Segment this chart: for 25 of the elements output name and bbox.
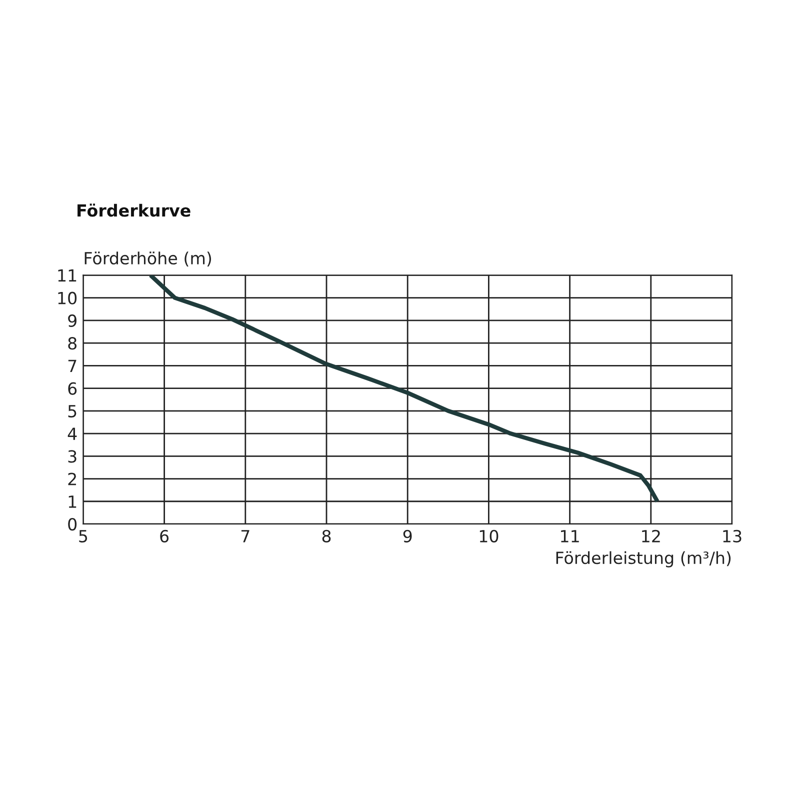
chart-title: Förderkurve [78,204,190,217]
x-tick-label: 5 [79,530,88,542]
x-tick-label: 7 [241,530,250,542]
y-tick-label: 8 [68,337,77,350]
y-tick-label: 0 [68,518,77,531]
y-tick-label: 6 [68,382,77,395]
y-tick-label: 9 [68,314,76,328]
x-tick-label: 6 [160,530,169,542]
x-tick-label: 12 [642,530,660,542]
x-tick-label: 11 [561,530,579,542]
y-tick-label: 3 [68,450,76,463]
y-tick-label: 10 [58,292,77,304]
x-tick-label: 13 [723,530,742,542]
y-tick-label: 7 [68,360,76,372]
x-tick-label: 8 [322,530,331,542]
y-tick-label: 5 [68,405,76,418]
x-tick-label: 9 [403,530,412,542]
x-axis-title: Förderleistung (m³/h) [556,551,731,568]
y-axis-title: Förderhöhe (m) [84,252,212,266]
y-tick-label: 1 [68,496,76,508]
line-series [148,275,660,504]
y-tick-label: 4 [68,428,77,440]
y-tick-label: 2 [68,472,76,486]
x-tick-label: 10 [480,530,498,542]
y-tick-label: 11 [58,269,76,282]
